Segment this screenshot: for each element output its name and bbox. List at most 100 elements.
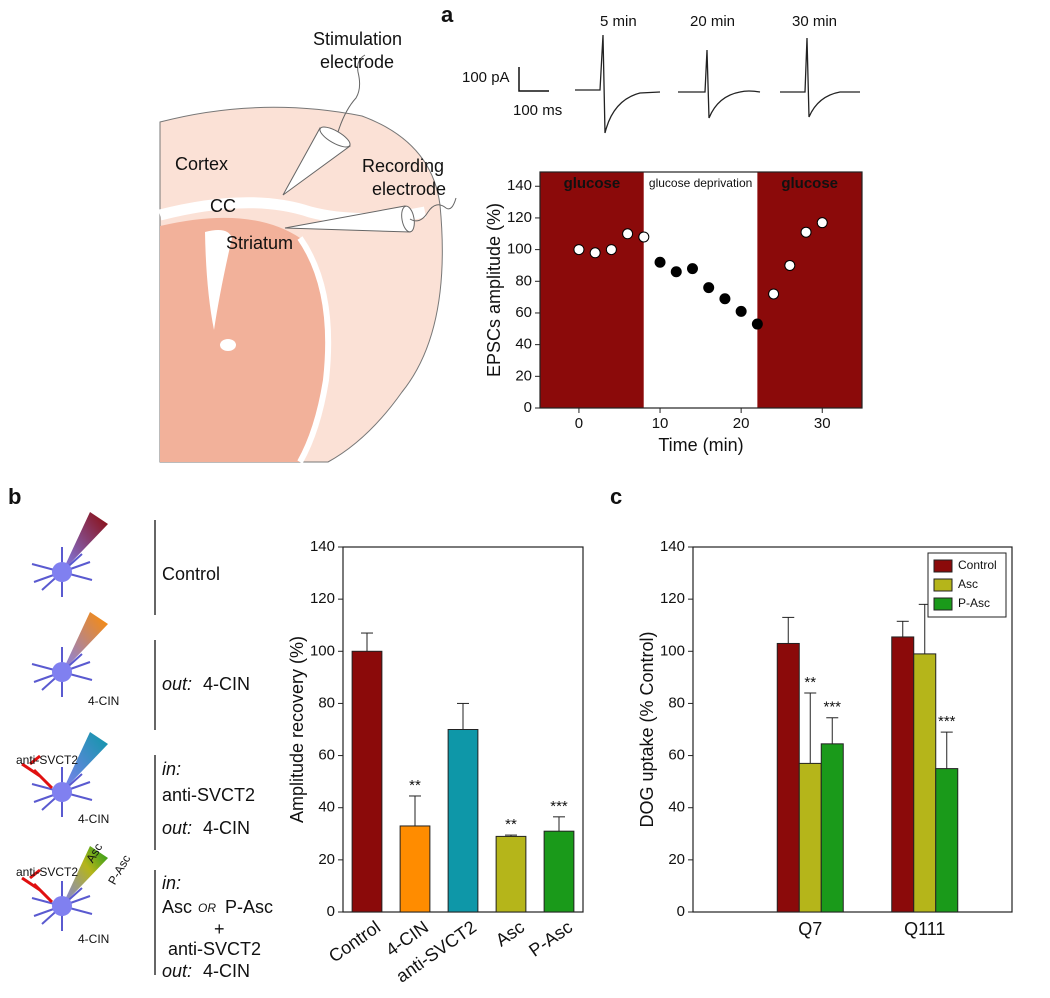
cell-icons xyxy=(21,512,108,931)
y-tick-label: 80 xyxy=(668,694,685,711)
region-label: glucose xyxy=(781,175,838,192)
slice-label: CC xyxy=(210,196,236,216)
y-axis-label: DOG uptake (% Control) xyxy=(637,631,657,827)
data-point xyxy=(605,244,617,256)
icon-label: P-Asc xyxy=(105,852,133,887)
significance: *** xyxy=(550,798,568,815)
scale-bar xyxy=(518,67,549,92)
region xyxy=(643,172,758,408)
y-tick-label: 40 xyxy=(318,799,335,816)
y-tick-label: 80 xyxy=(318,694,335,711)
plot-frame xyxy=(692,546,1013,913)
condition-text: in: xyxy=(162,873,181,893)
scale-label: 100 pA xyxy=(462,69,510,86)
trace-time: 5 min xyxy=(600,13,637,30)
y-tick-label: 100 xyxy=(310,642,335,659)
condition-text: anti-SVCT2 xyxy=(168,939,261,959)
y-tick-label: 0 xyxy=(677,903,685,920)
condition-text: P-Asc xyxy=(225,897,273,917)
y-tick-label: 120 xyxy=(507,209,532,226)
legend-swatch xyxy=(933,597,953,611)
bar xyxy=(891,636,915,913)
condition-text: anti-SVCT2 xyxy=(162,785,255,805)
condition-text: out: xyxy=(162,961,192,981)
panel-label: b xyxy=(8,484,21,509)
x-tick-label: 10 xyxy=(652,415,669,432)
x-tick-label: 20 xyxy=(733,415,750,432)
bar xyxy=(543,830,575,913)
bar xyxy=(447,729,479,913)
icon-label: 4-CIN xyxy=(78,812,109,826)
legend-swatch xyxy=(933,578,953,592)
x-tick-label: Q111 xyxy=(904,919,945,939)
significance: ** xyxy=(804,674,816,691)
y-tick-label: 60 xyxy=(515,304,532,321)
significance: *** xyxy=(938,713,956,730)
recording-electrode xyxy=(284,197,457,233)
slice-label: Striatum xyxy=(226,233,293,253)
legend-label: Asc xyxy=(958,577,978,591)
bar xyxy=(351,650,383,913)
data-point xyxy=(686,263,698,275)
y-tick-label: 120 xyxy=(660,590,685,607)
data-point xyxy=(622,228,634,240)
icon-label: 4-CIN xyxy=(88,694,119,708)
significance: ** xyxy=(409,777,421,794)
y-tick-label: 60 xyxy=(318,747,335,764)
condition-text: + xyxy=(214,919,225,939)
condition-text: Control xyxy=(162,564,220,584)
electrode-label: electrode xyxy=(320,52,394,72)
data-point xyxy=(638,231,650,243)
icon-label: anti-SVCT2 xyxy=(16,865,78,879)
data-point xyxy=(800,226,812,238)
bar xyxy=(820,743,844,913)
condition-text: out: xyxy=(162,674,192,694)
data-point xyxy=(735,305,747,317)
y-tick-label: 140 xyxy=(660,538,685,555)
slice-label: Cortex xyxy=(175,154,228,174)
significance: ** xyxy=(505,816,517,833)
y-tick-label: 20 xyxy=(318,851,335,868)
x-tick-label: P-Asc xyxy=(525,917,576,961)
panel-label: c xyxy=(610,484,622,509)
x-tick-label: Control xyxy=(325,917,384,967)
bar xyxy=(913,653,937,913)
data-point xyxy=(768,288,780,300)
legend-label: P-Asc xyxy=(958,596,990,610)
y-tick-label: 140 xyxy=(507,177,532,194)
y-tick-label: 20 xyxy=(668,851,685,868)
data-point xyxy=(719,293,731,305)
bar xyxy=(776,642,800,913)
stimulation-electrode xyxy=(282,54,366,196)
region xyxy=(540,172,644,408)
condition-text: out: xyxy=(162,818,192,838)
panel-label: a xyxy=(441,2,454,27)
bar xyxy=(399,825,431,913)
y-tick-label: 120 xyxy=(310,590,335,607)
y-tick-label: 0 xyxy=(524,399,532,416)
x-tick-label: Q7 xyxy=(798,919,822,939)
data-point xyxy=(589,247,601,259)
data-point xyxy=(816,217,828,229)
bar xyxy=(495,835,527,913)
legend-swatch xyxy=(933,559,953,573)
x-axis-label: Time (min) xyxy=(658,435,743,455)
condition-text: 4-CIN xyxy=(203,961,250,981)
electrode-label: Stimulation xyxy=(313,29,402,49)
scale-label: 100 ms xyxy=(513,102,562,119)
plot-frame xyxy=(539,171,863,409)
region-label: glucose xyxy=(564,175,621,192)
y-axis-label: EPSCs amplitude (%) xyxy=(484,203,504,377)
bar xyxy=(935,768,959,913)
data-point xyxy=(703,282,715,294)
y-tick-label: 140 xyxy=(310,538,335,555)
y-tick-label: 0 xyxy=(327,903,335,920)
data-point xyxy=(751,318,763,330)
y-tick-label: 20 xyxy=(515,367,532,384)
electrode-label: electrode xyxy=(372,179,446,199)
condition-text: OR xyxy=(198,901,216,915)
electrode-label: Recording xyxy=(362,156,444,176)
x-tick-label: 0 xyxy=(575,415,583,432)
